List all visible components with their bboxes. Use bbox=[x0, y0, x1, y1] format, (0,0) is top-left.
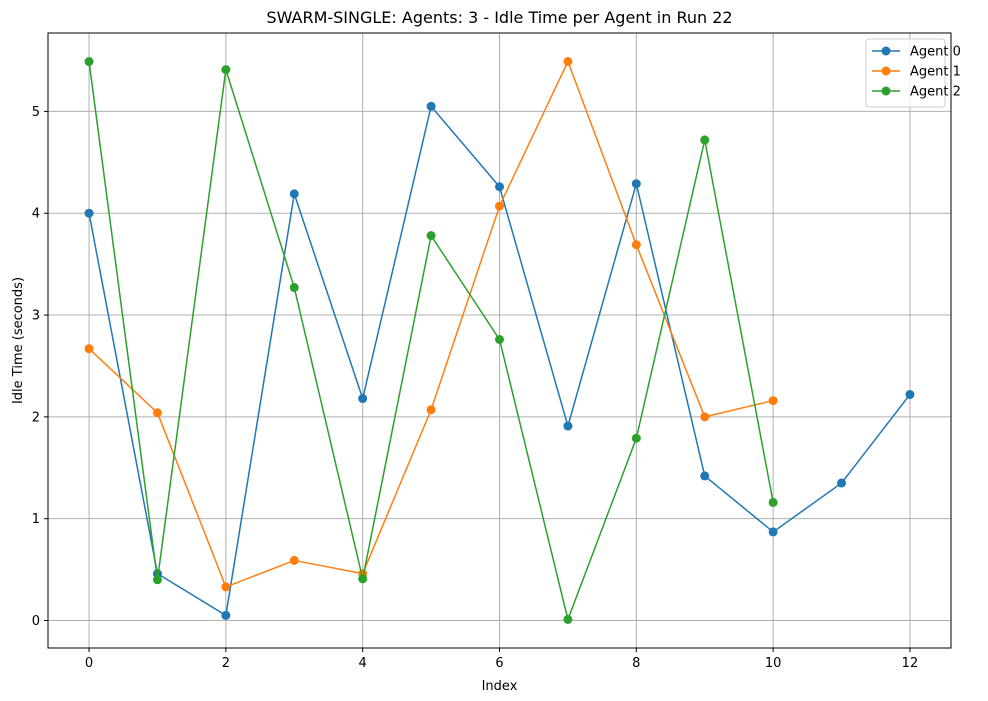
y-tick-label: 1 bbox=[32, 512, 40, 527]
data-point bbox=[768, 396, 778, 406]
series-agent-2 bbox=[84, 57, 778, 624]
x-tick-label: 8 bbox=[632, 656, 640, 671]
y-tick-label: 4 bbox=[32, 207, 40, 222]
data-point bbox=[495, 182, 504, 192]
data-point bbox=[152, 575, 162, 585]
legend-marker bbox=[881, 46, 891, 56]
legend-marker bbox=[881, 86, 891, 96]
data-point bbox=[631, 240, 641, 250]
data-point bbox=[563, 57, 573, 67]
y-axis-label: Idle Time (seconds) bbox=[11, 277, 26, 404]
legend: Agent 0 Agent 1 Agent 2 bbox=[865, 38, 961, 108]
data-point bbox=[905, 389, 915, 399]
data-point bbox=[563, 421, 573, 431]
legend-item: Agent 0 bbox=[872, 45, 961, 60]
data-point bbox=[289, 555, 299, 565]
x-tick-label: 0 bbox=[85, 656, 93, 671]
data-point bbox=[84, 344, 94, 354]
y-tick-label: 0 bbox=[32, 614, 40, 629]
data-point bbox=[84, 57, 94, 67]
data-point bbox=[495, 201, 504, 211]
data-point bbox=[289, 189, 299, 199]
legend-marker bbox=[881, 66, 891, 76]
data-point bbox=[426, 101, 436, 111]
data-point bbox=[631, 179, 641, 189]
x-tick-label: 4 bbox=[359, 656, 367, 671]
data-point bbox=[768, 497, 778, 507]
x-axis-label: Index bbox=[482, 679, 518, 694]
legend-label: Agent 0 bbox=[910, 45, 961, 60]
data-point bbox=[358, 574, 368, 584]
data-point bbox=[700, 412, 710, 422]
y-tick-label: 2 bbox=[32, 410, 40, 425]
data-point bbox=[221, 582, 231, 592]
legend-label: Agent 1 bbox=[910, 65, 961, 80]
y-tick-label: 3 bbox=[32, 309, 40, 324]
data-point bbox=[631, 433, 641, 443]
data-point bbox=[221, 65, 231, 75]
legend-item: Agent 1 bbox=[872, 65, 961, 80]
legend-item: Agent 2 bbox=[872, 85, 961, 100]
data-point bbox=[700, 135, 710, 145]
data-point bbox=[563, 614, 573, 624]
legend-label: Agent 2 bbox=[910, 85, 961, 100]
data-point bbox=[768, 527, 778, 537]
data-point bbox=[495, 334, 504, 344]
x-tick-label: 6 bbox=[495, 656, 503, 671]
data-point bbox=[221, 610, 231, 620]
grid bbox=[48, 33, 951, 648]
data-point bbox=[700, 471, 710, 481]
data-point bbox=[152, 408, 162, 418]
x-tick-label: 2 bbox=[222, 656, 230, 671]
data-point bbox=[426, 405, 436, 415]
x-tick-label: 12 bbox=[902, 656, 919, 671]
x-tick-label: 10 bbox=[765, 656, 782, 671]
data-point bbox=[289, 283, 299, 293]
series-lines bbox=[84, 57, 915, 624]
data-point bbox=[426, 231, 436, 241]
data-point bbox=[358, 394, 368, 404]
data-point bbox=[837, 478, 847, 488]
chart-title: SWARM-SINGLE: Agents: 3 - Idle Time per … bbox=[266, 8, 732, 27]
y-tick-label: 5 bbox=[32, 105, 40, 120]
series-agent-0 bbox=[84, 101, 915, 620]
data-point bbox=[84, 208, 94, 218]
